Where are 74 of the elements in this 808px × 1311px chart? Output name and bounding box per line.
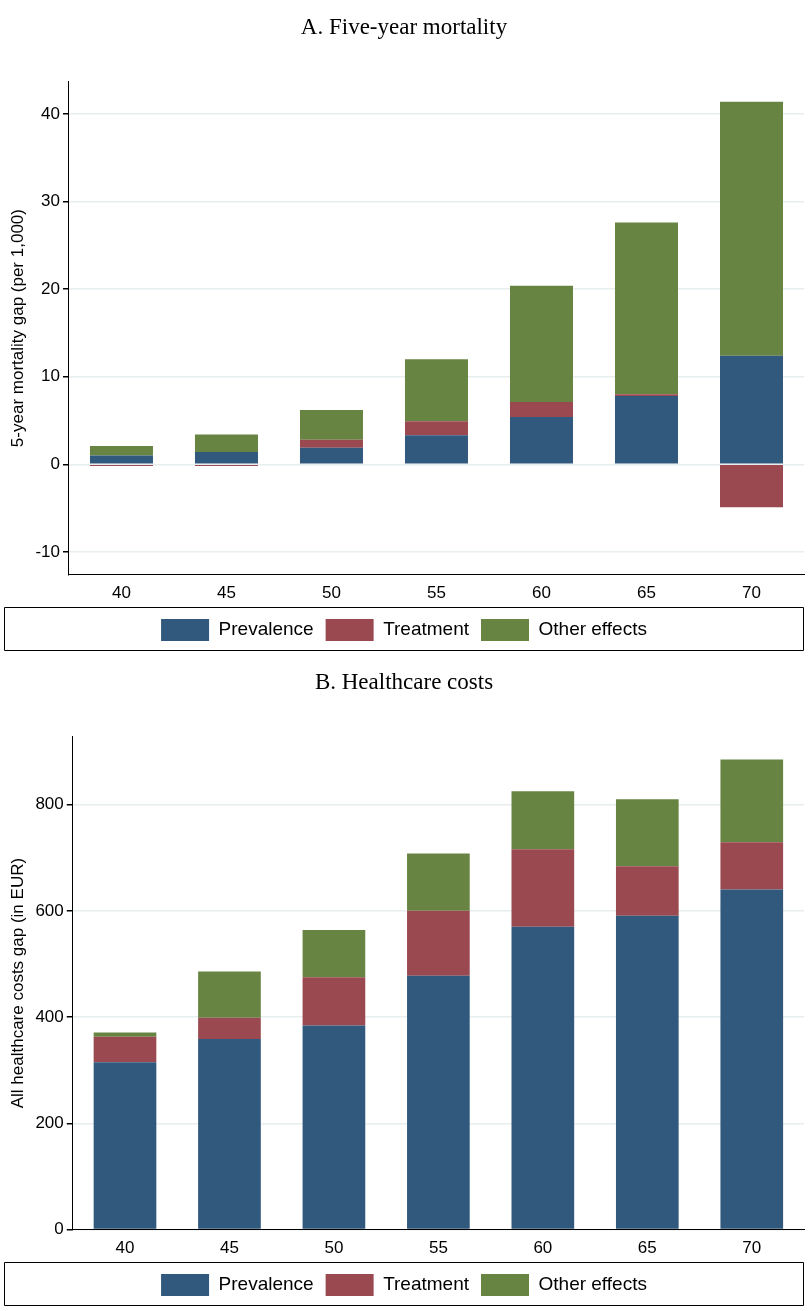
bar: [511, 926, 575, 1229]
bar: [720, 101, 783, 356]
y-tick-label: 400: [35, 1006, 64, 1026]
x-tick-label: 60: [533, 1238, 553, 1258]
y-tick-label: -10: [35, 541, 60, 561]
bar: [302, 929, 366, 978]
bar: [194, 434, 258, 453]
x-tick-label: 50: [322, 583, 341, 603]
bar: [720, 465, 783, 508]
y-tick-label: 30: [41, 191, 60, 211]
bar: [93, 1036, 157, 1063]
bar: [194, 452, 258, 464]
bar: [407, 853, 470, 911]
bar: [404, 359, 468, 422]
x-tick-label: 70: [742, 1238, 762, 1258]
x-tick-label: 65: [637, 583, 656, 603]
bar: [93, 1032, 157, 1037]
bar: [299, 447, 363, 464]
x-tick-label: 55: [428, 1238, 448, 1258]
y-tick-label: 0: [54, 1219, 64, 1239]
bar: [509, 285, 573, 403]
bar: [404, 421, 468, 436]
bar: [299, 439, 363, 448]
x-tick-label: 40: [112, 583, 131, 603]
bar: [614, 222, 678, 395]
bar: [198, 1017, 261, 1039]
x-tick-label: 50: [324, 1238, 344, 1258]
bar: [509, 416, 573, 464]
bar: [720, 842, 784, 890]
bar: [302, 977, 366, 1026]
y-tick-label: 0: [50, 453, 60, 473]
legend-label: Other effects: [538, 1273, 647, 1295]
legend-label: Other effects: [538, 618, 647, 640]
legend-label: Treatment: [383, 1273, 470, 1295]
bar: [615, 799, 679, 867]
x-tick-label: 40: [115, 1238, 135, 1258]
bar: [404, 435, 468, 464]
legend-label: Prevalence: [218, 618, 314, 640]
y-axis-title: 5-year mortality gap (per 1,000): [7, 209, 27, 448]
y-tick-label: 10: [41, 366, 60, 386]
bar: [89, 445, 153, 456]
bar: [302, 1025, 366, 1229]
bar: [93, 1062, 157, 1229]
y-tick-label: 600: [35, 900, 64, 920]
bar: [615, 915, 679, 1229]
y-tick-label: 800: [35, 794, 64, 814]
bar: [198, 971, 261, 1018]
bar: [615, 866, 679, 916]
bar: [89, 455, 153, 464]
x-tick-label: 70: [742, 583, 761, 603]
chart-title: A. Five-year mortality: [300, 13, 508, 39]
bar: [614, 395, 678, 464]
bar: [299, 409, 363, 440]
bar: [198, 1038, 261, 1229]
bar: [407, 975, 470, 1229]
bar: [720, 889, 784, 1229]
x-tick-label: 45: [220, 1238, 239, 1258]
x-tick-label: 60: [532, 583, 551, 603]
chart-title: B. Healthcare costs: [314, 668, 494, 694]
x-tick-label: 65: [637, 1238, 657, 1258]
x-tick-label: 55: [427, 583, 446, 603]
x-tick-label: 45: [217, 583, 236, 603]
y-tick-label: 40: [41, 103, 60, 123]
bar: [509, 402, 573, 417]
bar: [511, 791, 575, 850]
y-tick-label: 200: [35, 1113, 64, 1133]
y-tick-label: 20: [41, 278, 60, 298]
y-axis-title: All healthcare costs gap (in EUR): [7, 857, 27, 1109]
bar: [511, 849, 575, 927]
legend-label: Prevalence: [218, 1273, 314, 1295]
bar: [720, 355, 783, 464]
bar: [720, 759, 784, 843]
bar: [407, 910, 470, 976]
legend-label: Treatment: [383, 618, 470, 640]
